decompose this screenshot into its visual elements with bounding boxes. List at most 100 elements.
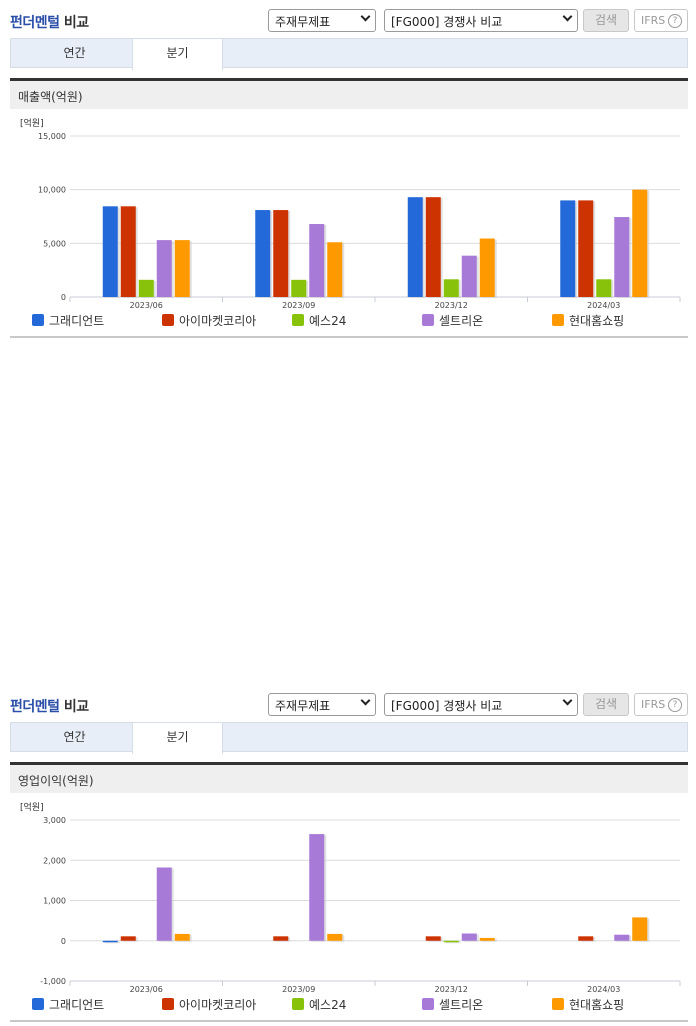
bar[interactable] (291, 279, 307, 297)
svg-text:2024/03: 2024/03 (587, 301, 620, 310)
search-button[interactable]: 검색 (583, 9, 629, 32)
comparison-group-select[interactable]: [FG000] 경쟁사 비교 (384, 693, 578, 716)
tab-annual[interactable]: 연간 (63, 46, 86, 60)
bar[interactable] (138, 279, 154, 297)
bar[interactable] (174, 933, 190, 941)
bar[interactable] (479, 937, 495, 941)
help-icon: ? (668, 14, 682, 28)
bar[interactable] (461, 255, 477, 297)
comparison-group-select[interactable]: [FG000] 경쟁사 비교 (384, 9, 578, 32)
bar[interactable] (156, 867, 172, 941)
bar[interactable] (560, 200, 576, 297)
legend-item[interactable]: 아이마켓코리아 (162, 996, 256, 1013)
chevron-down-icon (360, 695, 371, 706)
bar[interactable] (596, 279, 612, 297)
svg-text:15,000: 15,000 (38, 132, 66, 141)
bar[interactable] (120, 206, 136, 297)
operating-profit-panel: 펀더멘털 비교 주재무제표 [FG000] 경쟁사 비교 검색 IFRS? 연간… (0, 684, 696, 1026)
bar[interactable] (578, 200, 594, 297)
divider (10, 1020, 688, 1022)
panel-title: 펀더멘털 비교 (10, 15, 89, 31)
legend-item[interactable]: 그래디언트 (32, 996, 104, 1013)
legend-label: 현대홈쇼핑 (569, 314, 625, 328)
legend-item[interactable]: 그래디언트 (32, 312, 104, 329)
tab-quarterly[interactable]: 분기 (132, 723, 223, 754)
bar[interactable] (255, 210, 271, 297)
bar[interactable] (461, 933, 477, 941)
statement-type-select[interactable]: 주재무제표 (268, 693, 376, 716)
svg-text:2023/06: 2023/06 (130, 985, 163, 994)
legend-item[interactable]: 예스24 (292, 996, 346, 1013)
bar[interactable] (479, 238, 495, 297)
statement-type-select[interactable]: 주재무제표 (268, 9, 376, 32)
legend-label: 아이마켓코리아 (179, 314, 257, 328)
divider (10, 336, 688, 338)
bar[interactable] (632, 917, 648, 941)
legend-item[interactable]: 셀트리온 (422, 312, 483, 329)
legend-item[interactable]: 현대홈쇼핑 (552, 996, 624, 1013)
svg-text:[억원]: [억원] (20, 801, 44, 813)
bar[interactable] (327, 242, 343, 297)
legend-label: 현대홈쇼핑 (569, 998, 625, 1012)
svg-text:0: 0 (61, 937, 66, 946)
bar[interactable] (120, 936, 136, 941)
chart-plot: [억원] -1,000 0 1,000 2,000 3,000 2023/06 2023/09… (20, 801, 681, 994)
bar[interactable] (102, 940, 118, 943)
legend-swatch-icon (422, 998, 434, 1010)
legend-label: 예스24 (309, 998, 347, 1012)
legend-swatch-icon (552, 314, 564, 326)
chevron-down-icon (562, 11, 573, 22)
svg-text:[억원]: [억원] (20, 117, 44, 129)
svg-text:10,000: 10,000 (38, 186, 66, 195)
bar[interactable] (425, 197, 441, 297)
bar[interactable] (309, 224, 325, 297)
period-tabs: 연간 분기 (10, 722, 688, 754)
bar[interactable] (309, 834, 325, 941)
ifrs-help-button[interactable]: IFRS? (634, 693, 688, 716)
legend-item[interactable]: 셀트리온 (422, 996, 483, 1013)
legend-label: 그래디언트 (49, 998, 105, 1012)
legend-label: 셀트리온 (439, 314, 484, 328)
bar[interactable] (632, 189, 648, 297)
bar[interactable] (578, 936, 594, 941)
legend-item[interactable]: 현대홈쇼핑 (552, 312, 624, 329)
svg-text:2,000: 2,000 (43, 856, 66, 865)
bar[interactable] (156, 240, 172, 297)
bar[interactable] (614, 217, 630, 297)
svg-text:5,000: 5,000 (43, 239, 66, 248)
bar[interactable] (102, 206, 118, 297)
legend-item[interactable]: 아이마켓코리아 (162, 312, 256, 329)
legend-label: 예스24 (309, 314, 347, 328)
operating-profit-bar-chart: [억원] -1,000 0 1,000 2,000 3,000 2023/06 2023/09… (10, 794, 688, 1022)
legend-swatch-icon (422, 314, 434, 326)
panel-header: 펀더멘털 비교 주재무제표 [FG000] 경쟁사 비교 검색 IFRS? (0, 684, 696, 722)
legend-swatch-icon (162, 998, 174, 1010)
panel-header: 펀더멘털 비교 주재무제표 [FG000] 경쟁사 비교 검색 IFRS? (0, 0, 696, 38)
tab-quarterly[interactable]: 분기 (132, 39, 223, 70)
svg-text:0: 0 (61, 293, 66, 302)
chevron-down-icon (360, 11, 371, 22)
panel-title: 펀더멘털 비교 (10, 699, 89, 715)
svg-text:2023/12: 2023/12 (435, 985, 468, 994)
bar[interactable] (327, 933, 343, 941)
tab-annual[interactable]: 연간 (63, 730, 86, 744)
revenue-panel: 펀더멘털 비교 주재무제표 [FG000] 경쟁사 비교 검색 IFRS? 연간… (0, 0, 696, 342)
legend-item[interactable]: 예스24 (292, 312, 346, 329)
bar[interactable] (443, 279, 459, 297)
chart-subtitle: 영업이익(억원) (10, 762, 688, 793)
chart-legend: 그래디언트 아이마켓코리아 예스24 셀트리온 현대홈쇼핑 (10, 312, 688, 330)
bar[interactable] (407, 197, 423, 297)
svg-text:2024/03: 2024/03 (587, 985, 620, 994)
svg-text:3,000: 3,000 (43, 816, 66, 825)
legend-label: 셀트리온 (439, 998, 484, 1012)
bar[interactable] (174, 240, 190, 297)
ifrs-help-button[interactable]: IFRS? (634, 9, 688, 32)
bar[interactable] (443, 940, 459, 943)
search-button[interactable]: 검색 (583, 693, 629, 716)
bar[interactable] (273, 936, 289, 941)
chart-plot: [억원] 0 5,000 10,000 15,000 2023/06 2023/09 2023… (20, 117, 681, 310)
bar[interactable] (273, 210, 289, 297)
bar[interactable] (614, 934, 630, 941)
legend-swatch-icon (32, 998, 44, 1010)
bar[interactable] (425, 936, 441, 941)
